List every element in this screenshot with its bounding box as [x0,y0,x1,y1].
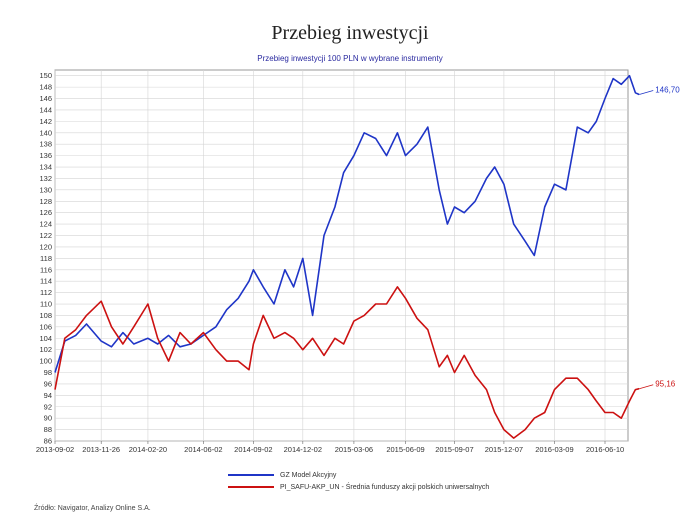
y-tick-label: 126 [39,208,52,217]
x-tick-label: 2015-03-06 [335,445,373,454]
end-label-leader-1 [639,384,654,390]
x-tick-label: 2015-06-09 [386,445,424,454]
y-tick-label: 94 [44,391,52,400]
y-tick-label: 116 [40,265,52,274]
legend-entry-average: PI_SAFU-AKP_UN - Średnia funduszy akcji … [228,481,489,493]
x-tick-label: 2014-06-02 [184,445,222,454]
y-tick-label: 106 [39,322,52,331]
y-tick-label: 114 [40,277,52,286]
x-tick-label: 2015-12-07 [485,445,523,454]
y-tick-label: 122 [39,231,52,240]
y-tick-label: 148 [39,83,52,92]
y-tick-label: 90 [44,414,52,423]
end-label-leader-0 [639,90,654,95]
y-tick-label: 128 [39,197,52,206]
y-tick-label: 140 [39,128,52,137]
y-tick-label: 150 [39,71,52,80]
y-tick-label: 118 [40,254,52,263]
x-tick-label: 2014-12-02 [284,445,322,454]
y-tick-label: 96 [44,379,52,388]
legend-label-average: PI_SAFU-AKP_UN - Średnia funduszy akcji … [280,483,490,491]
y-tick-label: 102 [39,345,52,354]
legend-label-model: GZ Model Akcyjny [280,471,337,479]
legend-swatch-model [228,474,274,476]
y-tick-label: 112 [40,288,52,297]
x-tick-label: 2013-11-26 [82,445,120,454]
series-line-0 [54,74,640,373]
x-tick-label: 2014-09-02 [234,445,272,454]
end-value-label-1: 95,16 [655,380,676,389]
y-tick-label: 108 [39,311,52,320]
y-tick-label: 124 [39,220,52,229]
y-tick-label: 130 [39,185,52,194]
y-tick-label: 142 [39,117,52,126]
plot-area [54,69,629,442]
y-tick-label: 132 [39,174,52,183]
y-tick-label: 104 [39,334,52,343]
y-tick-label: 98 [44,368,52,377]
x-tick-label: 2014-02-20 [129,445,167,454]
y-tick-label: 138 [39,140,52,149]
y-tick-label: 100 [39,357,52,366]
legend-swatch-average [228,486,274,488]
x-tick-label: 2016-06-10 [586,445,624,454]
series-line-1 [54,286,640,439]
y-tick-label: 110 [40,300,52,309]
page-title: Przebieg inwestycji [271,22,429,44]
y-tick-label: 144 [39,105,52,114]
y-tick-label: 86 [44,437,52,446]
end-value-label-0: 146,70 [655,86,680,95]
chart-legend: GZ Model Akcyjny PI_SAFU-AKP_UN - Średni… [228,469,489,493]
x-tick-label: 2015-09-07 [435,445,473,454]
source-note: Źródło: Navigator, Analizy Online S.A. [34,505,151,512]
y-tick-label: 134 [39,163,52,172]
y-tick-label: 120 [39,242,52,251]
x-tick-label: 2013-09-02 [36,445,74,454]
y-tick-label: 146 [39,94,52,103]
legend-entry-model: GZ Model Akcyjny [228,469,489,481]
y-tick-label: 88 [44,425,52,434]
y-tick-label: 92 [44,402,52,411]
x-tick-label: 2016-03-09 [535,445,573,454]
y-tick-label: 136 [39,151,52,160]
chart-subtitle: Przebieg inwestycji 100 PLN w wybrane in… [257,54,443,63]
